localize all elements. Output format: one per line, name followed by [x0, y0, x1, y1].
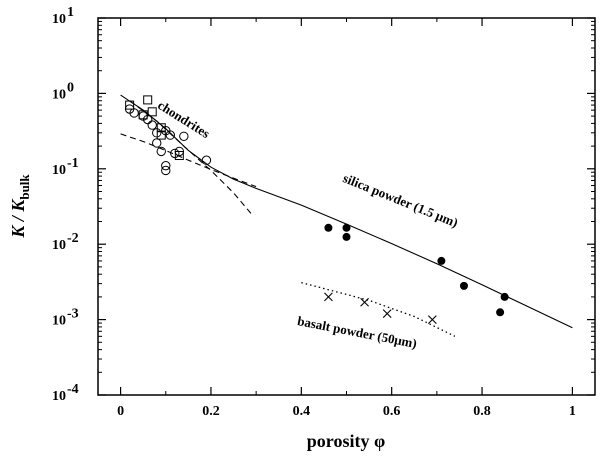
y-axis-title: K / Kbulk [8, 174, 32, 239]
chondrite-square-point [147, 107, 157, 117]
chondrite-circle-point [201, 155, 212, 165]
y-tick-label-exponent: -3 [67, 307, 79, 322]
annotation-label: basalt powder (50μm) [296, 313, 418, 351]
chondrite-square-point [125, 100, 135, 110]
silica-point [342, 232, 351, 241]
y-tick-label: 10 [52, 87, 66, 102]
x-tick-label: 1 [569, 404, 576, 419]
chondrite-square-point [143, 95, 153, 105]
silica-point [324, 223, 333, 232]
basalt-point [427, 315, 437, 324]
silica-point [500, 292, 509, 301]
chondrite-circle-point [152, 128, 162, 138]
y-tick-label: 10 [52, 238, 66, 253]
annotation-label: silica powder (1.5 μm) [341, 170, 460, 230]
chondrite-square-point [156, 123, 166, 133]
silica-point [342, 223, 351, 232]
silica-point [459, 281, 468, 290]
chondrite-circle-point [129, 108, 139, 118]
chondrite-circle-point [179, 131, 189, 141]
y-tick-label-exponent: -1 [67, 156, 79, 171]
y-tick-label: 10 [52, 389, 66, 404]
x-tick-label: 0.8 [473, 404, 491, 419]
basalt-point-stroke [360, 297, 369, 307]
y-tick-label-exponent: -4 [67, 382, 79, 397]
chondrite-square-point [138, 110, 148, 120]
y-axis-title-main: K / K [8, 198, 28, 239]
plot-frame [97, 17, 596, 396]
basalt-point [360, 297, 369, 307]
silica-point [496, 308, 505, 317]
curve-dashed [129, 100, 253, 215]
curve-dotted [301, 281, 456, 337]
y-tick-label-exponent: 0 [67, 80, 74, 95]
x-tick-label: 0 [117, 404, 124, 419]
y-axis-title-sub: bulk [17, 174, 32, 200]
basalt-point-stroke [324, 292, 333, 302]
basalt-point [324, 292, 333, 302]
x-tick-label: 0.6 [383, 404, 401, 419]
y-tick-label: 10 [52, 12, 66, 27]
curve-dashed [120, 133, 257, 188]
chondrite-circle-point [165, 130, 175, 140]
y-tick-label: 10 [52, 314, 66, 329]
chondrite-circle-point [147, 120, 157, 130]
basalt-point-stroke [382, 309, 392, 319]
x-tick-label: 0.4 [293, 404, 311, 419]
chondrite-circle-point [161, 160, 171, 171]
silica-point [437, 256, 446, 265]
basalt-point [382, 309, 392, 319]
chondrite-circle-point [143, 114, 153, 125]
y-tick-label-exponent: 1 [67, 5, 74, 20]
data-points [124, 95, 509, 324]
x-axis-title: porosity φ [307, 431, 385, 451]
chondrite-circle-point [152, 138, 162, 148]
chondrite-square-point [174, 151, 184, 161]
chondrite-circle-point [170, 148, 180, 159]
basalt-point-stroke [427, 315, 437, 324]
x-tick-label: 0.2 [202, 404, 220, 419]
chondrite-circle-point [161, 165, 171, 176]
y-tick-label-exponent: -2 [67, 231, 79, 246]
chondrite-circle-point [156, 146, 166, 157]
chondrite-square-point [156, 130, 166, 140]
y-tick-label: 10 [52, 163, 66, 178]
